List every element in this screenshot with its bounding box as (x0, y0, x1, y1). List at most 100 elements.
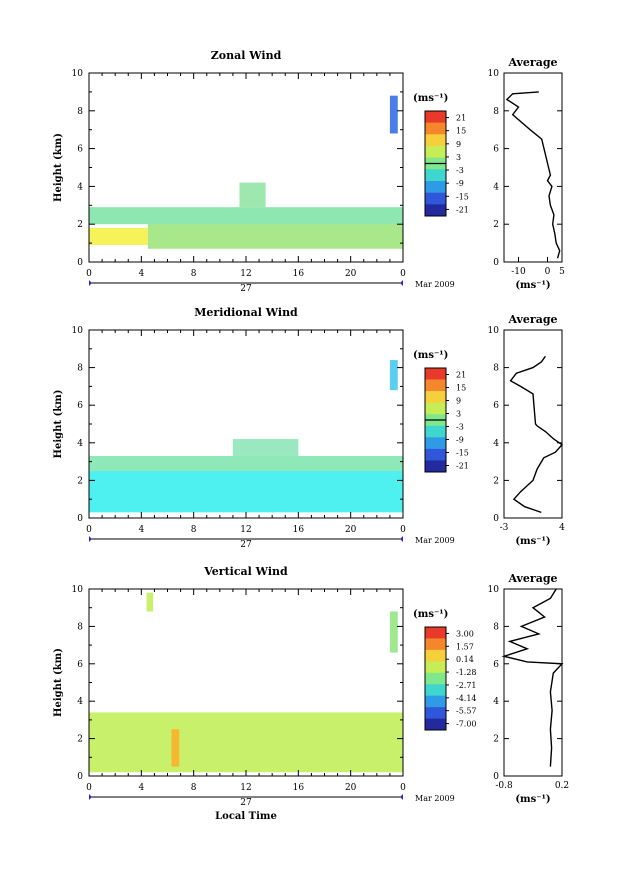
colorbar-label: -21 (456, 462, 469, 471)
colorbar-label: -3 (456, 166, 464, 175)
x-tick-label: 12 (240, 783, 251, 793)
colorbar-swatch (425, 661, 446, 674)
colorbar-swatch (425, 707, 446, 719)
colorbar-swatch (425, 391, 446, 403)
data-region (89, 207, 403, 225)
colorbar-swatch (425, 425, 446, 438)
colorbar-swatch (425, 122, 446, 135)
x-axis-label: Local Time (215, 811, 277, 822)
colorbar-swatch (425, 695, 446, 708)
x-tick-label: 16 (293, 783, 305, 793)
colorbar-swatch (425, 684, 446, 696)
data-region (171, 729, 180, 767)
colorbar-swatch (425, 146, 446, 158)
x-tick-label: 20 (345, 525, 357, 535)
colorbar-swatch (425, 181, 446, 193)
average-y-tick-label: 4 (493, 697, 499, 707)
x-tick-label: 4 (138, 525, 144, 535)
average-y-tick-label: 6 (493, 401, 499, 411)
colorbar-label: 3 (456, 410, 461, 419)
x-tick-label: 8 (191, 269, 197, 279)
y-tick-label: 2 (77, 735, 83, 745)
date-bar-end-marker (400, 280, 403, 286)
y-axis-label: Height (km) (53, 133, 64, 202)
x-tick-label: 12 (240, 525, 251, 535)
data-region (146, 592, 154, 612)
average-x-tick-label: -10 (511, 267, 526, 277)
date-label: 27 (240, 798, 252, 808)
colorbar-label: 0.14 (456, 655, 474, 664)
y-axis-label: Height (km) (53, 390, 64, 459)
colorbar-unit: (ms⁻¹) (413, 350, 448, 361)
x-tick-label: 16 (293, 269, 305, 279)
month-label: Mar 2009 (415, 794, 455, 803)
x-tick-label: 4 (138, 783, 144, 793)
month-label: Mar 2009 (415, 280, 455, 289)
colorbar-label: -9 (456, 179, 464, 188)
date-bar-start-marker (89, 280, 92, 286)
colorbar-swatch (425, 672, 446, 685)
average-y-tick-label: 4 (493, 439, 499, 449)
colorbar-frame (424, 626, 447, 731)
y-axis-label: Height (km) (53, 648, 64, 717)
x-tick-label: 0 (86, 525, 92, 535)
data-region (89, 227, 148, 245)
average-frame (503, 72, 563, 263)
x-tick-label: 0 (86, 783, 92, 793)
average-x-tick-label: 0 (545, 267, 551, 277)
x-tick-label: 4 (138, 269, 144, 279)
x-tick-label: 8 (191, 783, 197, 793)
average-y-tick-label: 0 (493, 258, 499, 268)
average-profile-line (501, 588, 564, 767)
date-bar-start-marker (89, 536, 92, 542)
x-tick-label: 8 (191, 525, 197, 535)
panel-title: Zonal Wind (211, 49, 282, 62)
x-tick-label: 0 (400, 525, 406, 535)
data-region (239, 182, 266, 208)
colorbar-swatch (425, 460, 446, 473)
average-frame (503, 329, 563, 519)
colorbar-swatch (425, 379, 446, 392)
colorbar-swatch (425, 169, 446, 182)
date-label: 27 (240, 540, 252, 550)
data-region (389, 360, 398, 391)
data-region (89, 712, 403, 773)
colorbar-swatch (425, 437, 446, 450)
y-tick-label: 10 (72, 326, 84, 336)
colorbar-unit: (ms⁻¹) (413, 93, 448, 104)
colorbar-swatch (425, 448, 446, 461)
colorbar-label: 21 (456, 114, 466, 123)
average-x-axis-label: (ms⁻¹) (515, 280, 550, 291)
average-y-tick-label: 4 (493, 182, 499, 192)
y-tick-label: 8 (77, 622, 83, 632)
colorbar-swatch (425, 649, 446, 662)
colorbar-swatch (425, 402, 446, 415)
colorbar-label: 15 (456, 127, 466, 136)
colorbar-swatch (425, 192, 446, 205)
average-frame (503, 588, 563, 777)
average-y-tick-label: 2 (493, 220, 499, 230)
colorbar-label: -9 (456, 436, 464, 445)
y-tick-label: 2 (77, 220, 83, 230)
average-y-tick-label: 10 (488, 326, 500, 336)
colorbar-label: -2.71 (456, 681, 477, 690)
panel-title: Meridional Wind (194, 306, 298, 319)
x-tick-label: 12 (240, 269, 251, 279)
average-title: Average (507, 56, 557, 69)
average-x-tick-label: 5 (559, 267, 565, 277)
colorbar-label: -3 (456, 423, 464, 432)
y-tick-label: 10 (72, 69, 84, 79)
data-region (389, 611, 398, 653)
y-tick-label: 0 (77, 514, 83, 524)
y-tick-label: 4 (77, 182, 83, 192)
average-y-tick-label: 6 (493, 145, 499, 155)
x-tick-label: 16 (293, 525, 305, 535)
y-tick-label: 4 (77, 439, 83, 449)
y-tick-label: 6 (77, 660, 83, 670)
x-tick-label: 20 (345, 269, 357, 279)
average-profile-line (509, 355, 564, 514)
colorbar-swatch (425, 627, 446, 639)
colorbar-swatch (425, 111, 446, 123)
date-bar-end-marker (400, 794, 403, 800)
